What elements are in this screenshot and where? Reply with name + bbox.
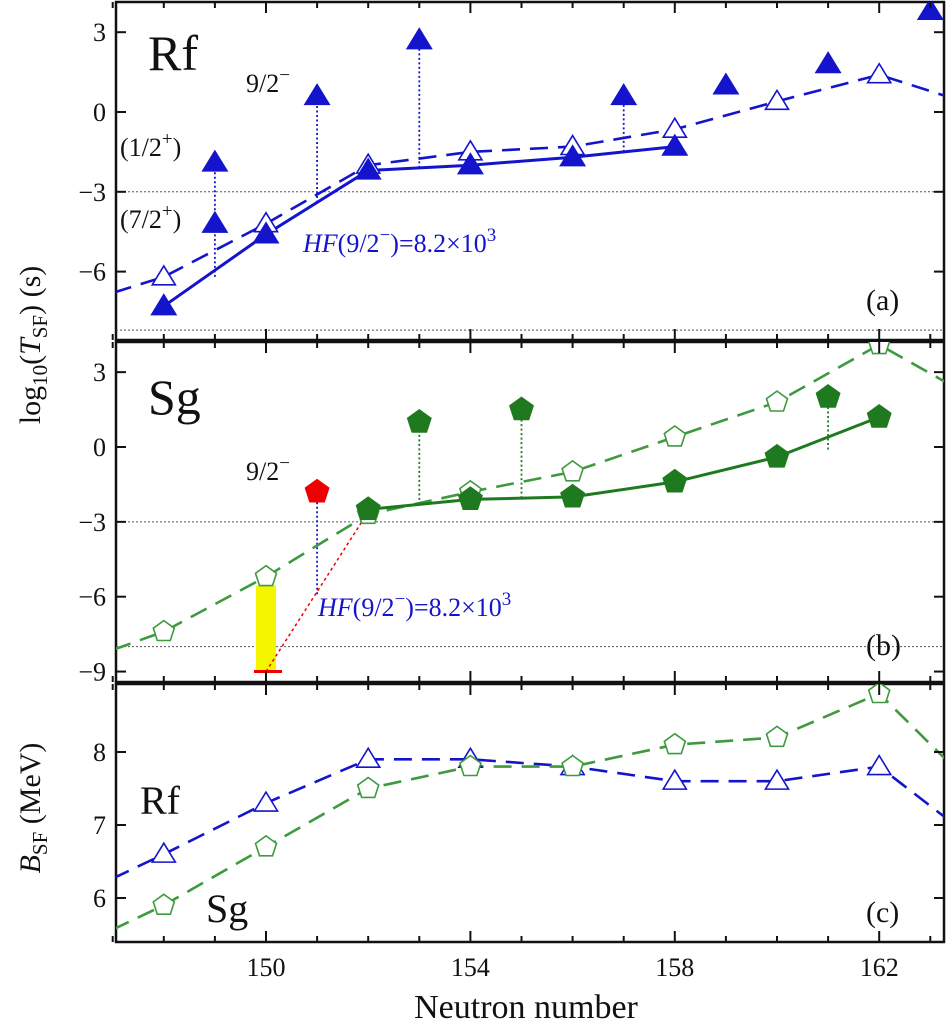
sg-barrier-marker xyxy=(152,893,176,916)
x-tick-label: 158 xyxy=(655,953,694,982)
rf-filled-triangle-marker xyxy=(354,157,382,180)
panel-c-frame xyxy=(114,682,946,944)
annotation-b-hindrance: HF(9/2−)=8.2×103 xyxy=(317,589,511,622)
sg-filled-pentagon-marker xyxy=(866,403,892,428)
sg-even-even-dashed-line xyxy=(116,343,944,651)
annotation-a-nine-half: 9/2− xyxy=(246,65,290,98)
rf-barrier-marker xyxy=(355,746,382,769)
rf-filled-triangle-marker xyxy=(201,149,229,172)
sg-filled-pentagon-marker xyxy=(662,468,688,493)
sg-barrier-marker xyxy=(663,732,687,755)
sg-open-pentagon-marker xyxy=(152,619,176,642)
panel-b-y-tick-label: −9 xyxy=(78,658,106,687)
rf-open-triangle-marker xyxy=(764,88,790,111)
y-axis-title-log: log10(TSF) (s) xyxy=(14,266,52,425)
panel-b-y-tick-label: −6 xyxy=(78,583,106,612)
panel-a-y-tick-label: 0 xyxy=(93,98,106,127)
panel-c-sg-label: Sg xyxy=(206,886,248,931)
panel-b-title: Sg xyxy=(148,369,201,425)
rf-filled-triangle-marker xyxy=(559,144,587,167)
sg-odd-solid-line xyxy=(368,415,880,511)
sg-red-pentagon-marker xyxy=(304,478,330,503)
panel-a-frame xyxy=(114,0,946,342)
sg-barrier-marker xyxy=(356,776,380,799)
sg-filled-pentagon-marker xyxy=(815,383,841,408)
rf-filled-triangle-marker xyxy=(405,27,433,50)
x-tick-label: 150 xyxy=(247,953,286,982)
panel-b-y-tick-label: −3 xyxy=(78,508,106,537)
rf-filled-triangle-marker xyxy=(201,210,229,233)
rf-barrier-marker xyxy=(150,841,177,863)
rf-barrier-marker xyxy=(661,768,688,790)
sg-filled-pentagon-marker xyxy=(355,496,381,520)
rf-filled-triangle-marker xyxy=(610,83,638,106)
panel-a-y-tick-label: −3 xyxy=(78,178,106,207)
rf-filled-triangle-marker xyxy=(916,2,944,21)
rf-odd-solid-line xyxy=(162,145,675,308)
panel-b-y-tick-label: 3 xyxy=(93,358,106,387)
y-axis-title-bsf: BSF (MeV) xyxy=(14,743,52,874)
panel-c-rf-label: Rf xyxy=(140,778,181,823)
annotation-b-nine-half: 9/2− xyxy=(246,453,290,486)
sg-filled-pentagon-marker xyxy=(457,486,483,510)
panel-c-y-tick-label: 7 xyxy=(93,811,106,840)
rf-open-triangle-marker xyxy=(866,62,893,84)
sg-filled-pentagon-marker xyxy=(406,408,432,433)
panel-b-label: (b) xyxy=(866,629,901,662)
sg-open-pentagon-marker xyxy=(561,459,585,482)
rf-filled-triangle-marker xyxy=(456,152,484,175)
rf-filled-triangle-marker xyxy=(661,133,689,156)
panel-a-y-tick-label: −6 xyxy=(78,258,106,287)
panel-a-label: (a) xyxy=(866,284,899,317)
panel-b-y-tick-label: 0 xyxy=(93,433,106,462)
x-tick-label: 154 xyxy=(451,953,490,982)
rf-barrier-marker xyxy=(866,754,893,776)
panel-c-label: (c) xyxy=(866,896,899,929)
x-tick-label: 162 xyxy=(860,953,899,982)
sg-red-dotted-line xyxy=(265,511,369,672)
panel-b-frame xyxy=(114,340,946,684)
sg-open-pentagon-marker xyxy=(765,390,789,412)
sg-barrier-marker xyxy=(254,834,278,857)
rf-filled-triangle-marker xyxy=(150,293,178,316)
sg-open-pentagon-marker xyxy=(254,564,278,587)
sg-filled-pentagon-marker xyxy=(560,483,586,508)
rf-filled-triangle-marker xyxy=(303,83,331,106)
sg-open-pentagon-marker xyxy=(663,425,687,447)
panel-a-title: Rf xyxy=(148,25,198,81)
x-axis-title: Neutron number xyxy=(414,989,638,1024)
panel-c-y-tick-label: 8 xyxy=(93,738,106,767)
rf-filled-triangle-marker xyxy=(814,51,842,74)
sg-barrier-marker xyxy=(765,725,789,748)
sg-barrier-marker xyxy=(561,754,585,777)
sg-barrier-marker xyxy=(458,754,482,777)
rf-barrier-marker xyxy=(253,790,279,812)
sg-filled-pentagon-marker xyxy=(509,396,534,421)
rf-filled-triangle-marker xyxy=(712,72,740,95)
sg-barrier-dashed-line xyxy=(116,692,944,930)
panel-a-y-tick-label: 3 xyxy=(93,18,106,47)
annotation-a-seven-half: (7/2+) xyxy=(120,201,181,234)
rf-barrier-marker xyxy=(764,768,790,790)
annotation-a-one-half: (1/2+) xyxy=(120,129,181,162)
rf-open-triangle-marker xyxy=(150,264,177,286)
rf-barrier-dashed-line xyxy=(116,757,944,879)
panel-c-y-tick-label: 6 xyxy=(93,884,106,913)
sg-yellow-bar xyxy=(256,585,276,672)
sg-filled-pentagon-marker xyxy=(764,443,790,468)
annotation-a-hindrance: HF(9/2−)=8.2×103 xyxy=(302,225,496,258)
rf-filled-triangle-marker xyxy=(252,221,280,244)
rf-even-even-dashed-line xyxy=(116,73,944,294)
